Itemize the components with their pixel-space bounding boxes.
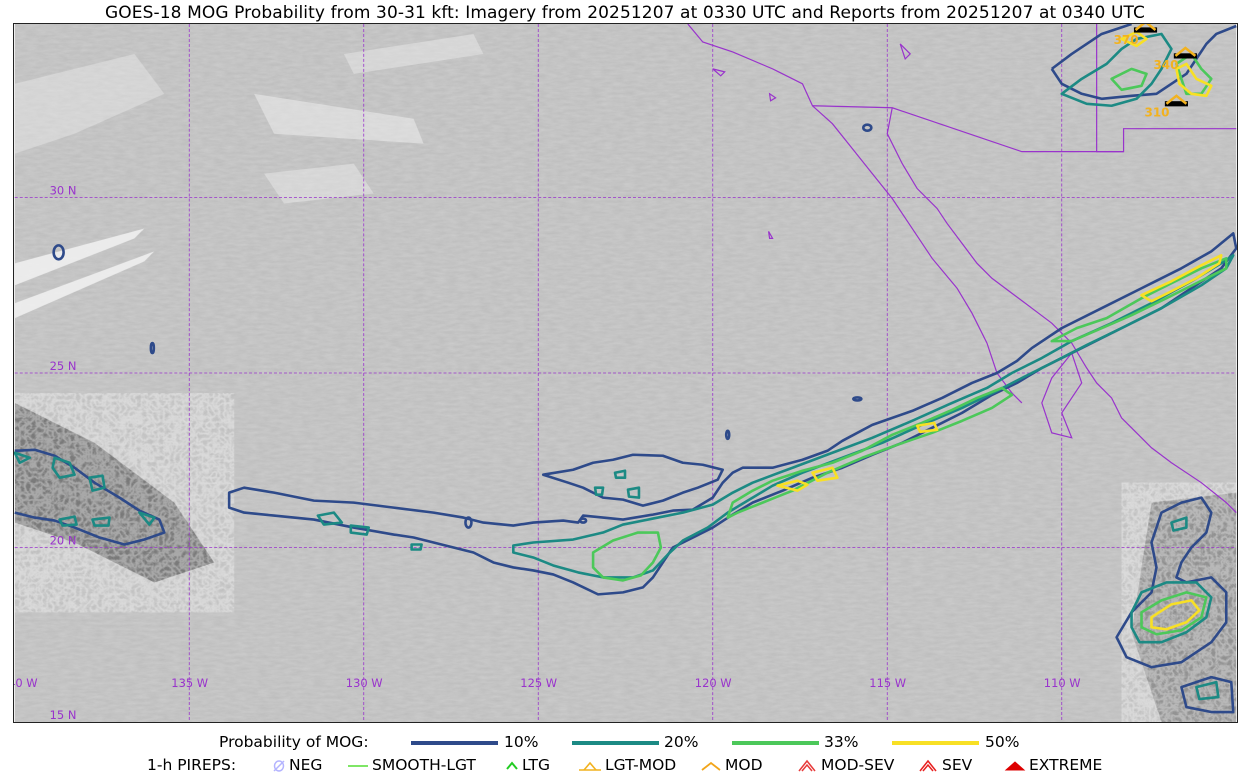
lon-label-135w: 135 W bbox=[171, 676, 208, 690]
lat-label-30n: 30 N bbox=[50, 184, 77, 198]
legend-label-50pct: 50% bbox=[985, 733, 1020, 751]
extreme-icon bbox=[1004, 761, 1026, 771]
mod-icon bbox=[701, 761, 721, 771]
lon-label-130w: 130 W bbox=[346, 676, 383, 690]
figure-title: GOES-18 MOG Probability from 30-31 kft: … bbox=[105, 3, 1145, 23]
pirep-legend-smooth-lgt: SMOOTH-LGT bbox=[347, 756, 476, 774]
coastlines bbox=[687, 24, 1237, 514]
pirep-legend-label-extreme: EXTREME bbox=[1029, 756, 1103, 774]
legend-swatch-33pct bbox=[732, 741, 819, 745]
legend-swatch-50pct bbox=[892, 741, 979, 745]
contour-20pct bbox=[14, 32, 1235, 701]
report-label: 310 bbox=[1145, 106, 1170, 120]
lon-label-115w: 115 W bbox=[869, 676, 906, 690]
legend-swatch-10pct bbox=[411, 741, 498, 745]
pirep-markers bbox=[1133, 24, 1197, 107]
legend-label-33pct: 33% bbox=[824, 733, 859, 751]
lat-label-15n: 15 N bbox=[50, 708, 77, 722]
pirep-legend-label-lgt-mod: LGT-MOD bbox=[605, 756, 677, 774]
pirep-legend-sev: SEV bbox=[917, 756, 972, 774]
pirep-legend-neg: NEG bbox=[272, 756, 322, 774]
legend-label-10pct: 10% bbox=[504, 733, 539, 751]
pirep-lgt-mod-icon bbox=[1164, 94, 1188, 107]
pirep-legend-extreme: EXTREME bbox=[1004, 756, 1102, 774]
probability-legend-label: Probability of MOG: bbox=[219, 733, 369, 751]
pirep-legend-label: 1-h PIREPS: bbox=[147, 756, 237, 774]
legend-swatch-20pct bbox=[572, 741, 659, 745]
mod-sev-icon bbox=[798, 759, 816, 772]
pirep-lgt-mod-icon bbox=[1133, 24, 1158, 33]
smooth-lgt-icon bbox=[348, 765, 368, 767]
pirep-legend-label-sev: SEV bbox=[942, 756, 973, 774]
lon-label-140w: 140 W bbox=[13, 676, 38, 690]
longitude-labels: 140 W 135 W 130 W 125 W 120 W 115 W 110 … bbox=[13, 676, 1081, 690]
satellite-map: 370 340 310 30 N 25 N 20 N 15 N 140 W 13… bbox=[13, 23, 1238, 723]
latitude-labels: 30 N 25 N 20 N 15 N bbox=[50, 184, 77, 722]
lat-label-20n: 20 N bbox=[50, 534, 77, 548]
report-label: 370 bbox=[1114, 33, 1139, 47]
pirep-legend-label-mod-sev: MOD-SEV bbox=[821, 756, 895, 774]
pirep-legend-mod: MOD bbox=[700, 756, 763, 774]
lon-label-120w: 120 W bbox=[695, 676, 732, 690]
report-label: 340 bbox=[1153, 58, 1178, 72]
lon-label-125w: 125 W bbox=[520, 676, 557, 690]
ltg-icon bbox=[506, 761, 518, 770]
neg-icon bbox=[273, 760, 285, 772]
pirep-legend-label-ltg: LTG bbox=[522, 756, 550, 774]
pirep-legend-mod-sev: MOD-SEV bbox=[796, 756, 894, 774]
lat-label-25n: 25 N bbox=[50, 359, 77, 373]
sev-icon bbox=[919, 759, 937, 772]
pirep-legend-label-mod: MOD bbox=[725, 756, 763, 774]
pirep-legend-ltg: LTG bbox=[505, 756, 550, 774]
lon-label-110w: 110 W bbox=[1044, 676, 1081, 690]
legend-label-20pct: 20% bbox=[664, 733, 699, 751]
pirep-legend-label-neg: NEG bbox=[289, 756, 323, 774]
pirep-lgt-mod-icon bbox=[1173, 46, 1197, 59]
pirep-legend-label-smooth-lgt: SMOOTH-LGT bbox=[372, 756, 476, 774]
contour-33pct bbox=[591, 52, 1228, 636]
contour-50pct bbox=[776, 30, 1223, 631]
pirep-legend-lgt-mod: LGT-MOD bbox=[578, 756, 676, 774]
lgt-mod-icon bbox=[579, 761, 601, 771]
